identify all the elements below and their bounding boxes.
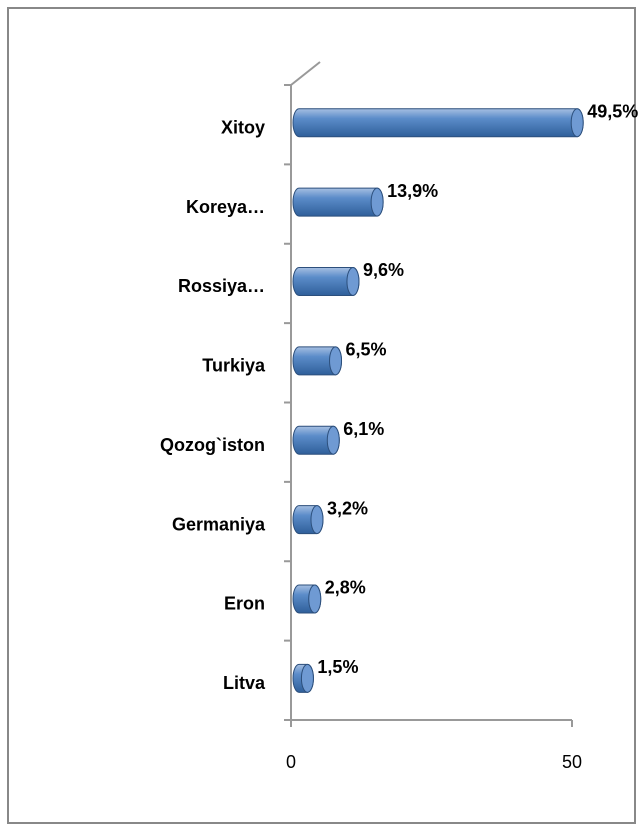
- bar-cap: [308, 584, 322, 614]
- y-tick-label: Xitoy: [221, 117, 265, 137]
- bar-cap: [310, 505, 324, 535]
- y-tick-label: Eron: [224, 594, 265, 614]
- x-tick-label: 50: [562, 752, 582, 772]
- x-tick-label: 0: [286, 752, 296, 772]
- value-label: 6,5%: [346, 340, 387, 360]
- value-label: 3,2%: [327, 498, 368, 518]
- bar: [292, 187, 384, 217]
- y-tick-label: Qozog`iston: [160, 435, 265, 455]
- value-label: 49,5%: [587, 101, 638, 121]
- y-tick-label: Rossiya…: [178, 276, 265, 296]
- bar-cap: [570, 108, 584, 138]
- value-label: 1,5%: [317, 657, 358, 677]
- value-label: 9,6%: [363, 260, 404, 280]
- y-tick-label: Litva: [223, 673, 266, 693]
- y-tick-label: Germaniya: [172, 514, 266, 534]
- bar-cap: [300, 663, 314, 693]
- y-tick-label: Koreya…: [186, 197, 265, 217]
- bar-cap: [329, 346, 343, 376]
- bar: [292, 108, 584, 138]
- value-label: 6,1%: [343, 419, 384, 439]
- bar-cap: [326, 425, 340, 455]
- bar-cap: [346, 266, 360, 296]
- y-tick-label: Turkiya: [202, 356, 266, 376]
- chart-border: [7, 7, 636, 824]
- value-label: 2,8%: [325, 578, 366, 598]
- wall-edge: [290, 61, 321, 86]
- bar-cap: [370, 187, 384, 217]
- value-label: 13,9%: [387, 181, 438, 201]
